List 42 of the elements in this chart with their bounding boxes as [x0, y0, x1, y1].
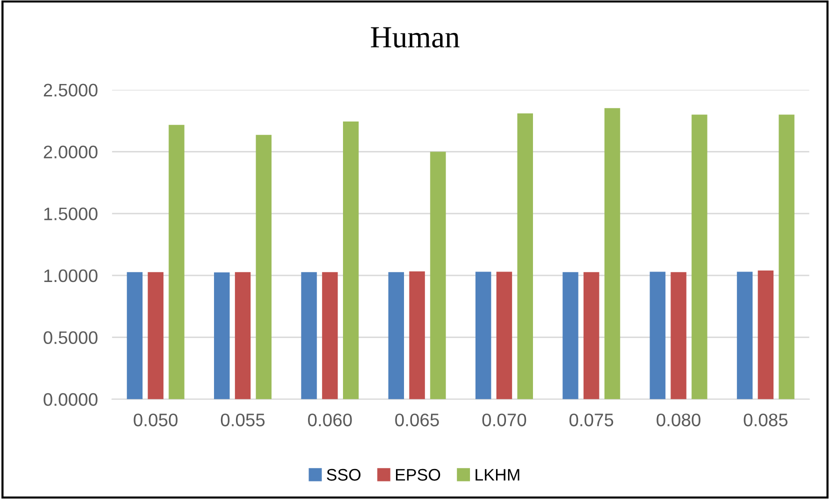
x-tick-label: 0.065 [395, 414, 439, 426]
bar [584, 272, 600, 400]
x-tick-label: 0.075 [569, 414, 614, 426]
bar [650, 272, 666, 400]
x-tick-label: 0.055 [220, 414, 265, 426]
bar [234, 272, 251, 400]
bar [168, 124, 184, 400]
x-tick-label: 0.050 [134, 414, 178, 426]
legend-label: SSO [326, 468, 360, 481]
bar [214, 272, 230, 400]
x-tick-label: 0.060 [308, 414, 352, 426]
bar [692, 114, 708, 400]
y-tick-label: 1.5000 [44, 208, 98, 220]
bar [604, 108, 620, 400]
y-tick-label: 2.0000 [44, 146, 98, 158]
bar [148, 272, 164, 400]
bar [430, 152, 446, 400]
y-tick-label: 1.0000 [44, 269, 98, 282]
legend-label: LKHM [476, 469, 520, 481]
bar [388, 272, 404, 400]
x-tick-label: 0.085 [744, 414, 788, 426]
bar [301, 272, 317, 400]
bar [736, 272, 753, 400]
bar [343, 122, 359, 400]
bar [778, 114, 794, 400]
bar [475, 272, 492, 400]
legend-label: EPSO [396, 468, 440, 481]
bar [409, 271, 425, 400]
x-tick-label: 0.070 [482, 414, 526, 426]
y-tick-label: 0.0000 [44, 393, 98, 406]
bar [496, 272, 512, 400]
bar [517, 113, 533, 400]
y-tick-label: 0.5000 [44, 331, 98, 344]
y-tick-label: 2.5000 [44, 84, 98, 97]
bar [562, 272, 578, 400]
bar [126, 272, 143, 400]
bar [322, 272, 338, 400]
bar [256, 134, 272, 400]
chart-title: Human [370, 27, 460, 48]
bar [670, 272, 686, 400]
bar [758, 270, 774, 400]
x-tick-label: 0.080 [656, 414, 700, 426]
